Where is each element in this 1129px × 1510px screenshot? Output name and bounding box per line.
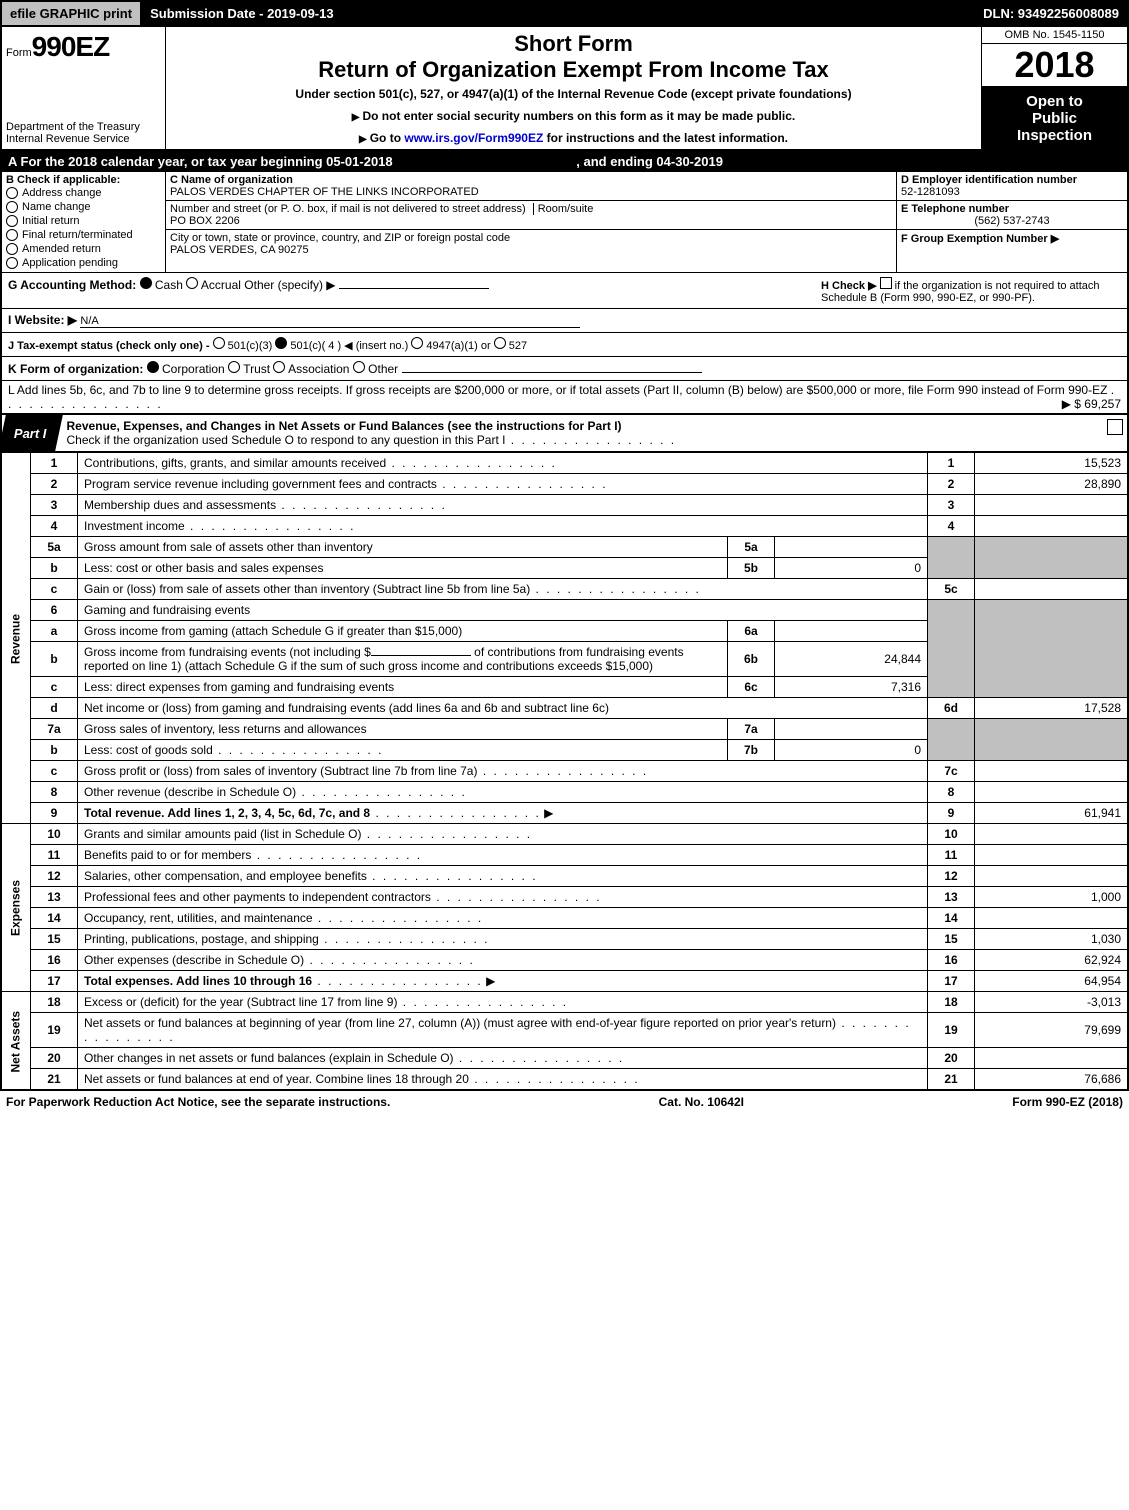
line-21-amt: 76,686 <box>975 1069 1129 1091</box>
part-i-table: Revenue 1Contributions, gifts, grants, a… <box>0 452 1129 1091</box>
street-label: Number and street (or P. O. box, if mail… <box>170 203 526 215</box>
chk-assoc[interactable] <box>273 361 285 373</box>
no-ssn-note: Do not enter social security numbers on … <box>362 109 795 123</box>
line-2-amt: 28,890 <box>975 474 1129 495</box>
form-number: 990EZ <box>32 31 110 63</box>
under-section: Under section 501(c), 527, or 4947(a)(1)… <box>172 87 975 101</box>
line-6b-amt: 24,844 <box>775 642 928 677</box>
tax-year: 2018 <box>982 44 1127 87</box>
form-header: Form 990EZ Department of the Treasury In… <box>0 27 1129 151</box>
l-gross-receipts: L Add lines 5b, 6c, and 7b to line 9 to … <box>0 381 1129 414</box>
irs-link[interactable]: www.irs.gov/Form990EZ <box>404 131 543 145</box>
part-i-title: Revenue, Expenses, and Changes in Net As… <box>67 419 622 433</box>
dln-number: DLN: 93492256008089 <box>975 2 1127 25</box>
chk-501c3[interactable] <box>213 337 225 349</box>
chk-trust[interactable] <box>228 361 240 373</box>
goto-post: for instructions and the latest informat… <box>543 131 788 145</box>
revenue-label: Revenue <box>1 453 31 824</box>
city-value: PALOS VERDES, CA 90275 <box>170 244 309 256</box>
chk-final-return[interactable] <box>6 229 18 241</box>
irs-label: Internal Revenue Service <box>6 133 161 145</box>
cat-number: Cat. No. 10642I <box>659 1095 744 1109</box>
line-17-amt: 64,954 <box>975 971 1129 992</box>
return-title: Return of Organization Exempt From Incom… <box>172 57 975 83</box>
org-name: PALOS VERDES CHAPTER OF THE LINKS INCORP… <box>170 186 479 198</box>
short-form-title: Short Form <box>172 31 975 57</box>
line-6c-amt: 7,316 <box>775 677 928 698</box>
chk-schedule-o[interactable] <box>1107 419 1123 435</box>
chk-cash[interactable] <box>140 277 152 289</box>
efile-label: efile GRAPHIC print <box>2 2 142 25</box>
j-tax-exempt-label: J Tax-exempt status (check only one) - <box>8 340 213 352</box>
chk-pending[interactable] <box>6 257 18 269</box>
c-name-label: C Name of organization <box>170 174 293 186</box>
form-ref: Form 990-EZ (2018) <box>1012 1095 1123 1109</box>
line-7b-amt: 0 <box>775 740 928 761</box>
chk-schedule-b[interactable] <box>880 277 892 289</box>
omb-number: OMB No. 1545-1150 <box>982 27 1127 44</box>
dept-label: Department of the Treasury <box>6 121 161 133</box>
part-i-tag: Part I <box>14 426 47 441</box>
chk-name-change[interactable] <box>6 201 18 213</box>
chk-other-org[interactable] <box>353 361 365 373</box>
chk-address-change[interactable] <box>6 187 18 199</box>
part-i-sub: Check if the organization used Schedule … <box>67 433 506 447</box>
gross-receipts-amount: ▶ $ 69,257 <box>1062 397 1121 411</box>
form-word: Form <box>6 47 32 59</box>
part-i-header: Part I Revenue, Expenses, and Changes in… <box>0 414 1129 452</box>
city-label: City or town, state or province, country… <box>170 232 510 244</box>
line-9-amt: 61,941 <box>975 803 1129 824</box>
chk-527[interactable] <box>494 337 506 349</box>
chk-accrual[interactable] <box>186 277 198 289</box>
expenses-label: Expenses <box>1 824 31 992</box>
chk-4947[interactable] <box>411 337 423 349</box>
line-18-amt: -3,013 <box>975 992 1129 1013</box>
website-value: N/A <box>80 315 580 328</box>
open-to-public: Open to Public Inspection <box>982 87 1127 149</box>
phone-value: (562) 537-2743 <box>901 215 1123 227</box>
paperwork-notice: For Paperwork Reduction Act Notice, see … <box>6 1095 390 1109</box>
submission-date: Submission Date - 2019-09-13 <box>142 2 975 25</box>
ein-value: 52-1281093 <box>901 186 960 198</box>
chk-amended[interactable] <box>6 243 18 255</box>
line-19-amt: 79,699 <box>975 1013 1129 1048</box>
top-bar: efile GRAPHIC print Submission Date - 20… <box>0 0 1129 27</box>
chk-corp[interactable] <box>147 361 159 373</box>
d-ein-label: D Employer identification number <box>901 174 1077 186</box>
goto-pre: Go to <box>370 131 405 145</box>
section-b-checkboxes: B Check if applicable: Address change Na… <box>2 172 166 272</box>
line-13-amt: 1,000 <box>975 887 1129 908</box>
street-value: PO BOX 2206 <box>170 215 240 227</box>
line-1-amt: 15,523 <box>975 453 1129 474</box>
page-footer: For Paperwork Reduction Act Notice, see … <box>0 1091 1129 1113</box>
line-5b-amt: 0 <box>775 558 928 579</box>
line-15-amt: 1,030 <box>975 929 1129 950</box>
b-label: B Check if applicable: <box>6 174 161 186</box>
netassets-label: Net Assets <box>1 992 31 1091</box>
e-phone-label: E Telephone number <box>901 203 1009 215</box>
room-label: Room/suite <box>533 203 594 215</box>
h-check-label: H Check ▶ <box>821 280 877 292</box>
k-form-org-label: K Form of organization: <box>8 362 143 376</box>
tax-period: A For the 2018 calendar year, or tax yea… <box>0 151 1129 172</box>
line-6d-amt: 17,528 <box>975 698 1129 719</box>
line-16-amt: 62,924 <box>975 950 1129 971</box>
i-website-label: I Website: ▶ <box>8 313 77 327</box>
g-accounting-label: G Accounting Method: <box>8 278 136 292</box>
chk-501c[interactable] <box>275 337 287 349</box>
f-group-label: F Group Exemption Number ▶ <box>901 233 1059 245</box>
chk-initial-return[interactable] <box>6 215 18 227</box>
